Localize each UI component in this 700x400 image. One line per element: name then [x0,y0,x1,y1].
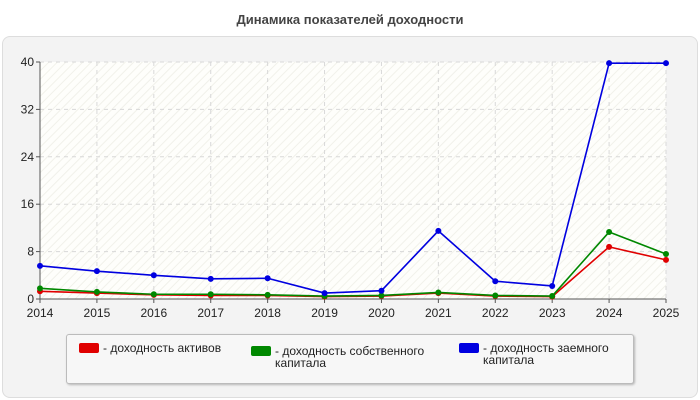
axes [39,62,666,300]
y-tick-label: 8 [27,245,34,259]
data-point [663,60,669,67]
y-tick-label: 0 [27,292,34,306]
x-tick-label: 2018 [254,306,281,320]
data-point [606,229,613,236]
data-point [378,287,385,294]
data-point [606,243,613,250]
x-tick-label: 2020 [368,306,395,320]
data-point [37,262,43,269]
data-point [37,285,43,292]
legend-swatch-assets [79,343,99,353]
legend-label-debt: - доходность заемного капитала [483,341,609,367]
y-axis-ticks: 0 8 16 24 32 40 [21,55,40,306]
data-point [663,250,669,257]
y-tick-label: 16 [21,197,35,211]
data-point [264,291,271,298]
y-tick-label: 24 [21,150,35,164]
legend-item-equity: - доходность собственного капитала [251,345,424,369]
x-tick-label: 2021 [425,306,452,320]
series-line-1 [39,231,667,297]
data-point [492,278,499,285]
legend: - доходность активов - доходность собств… [66,334,634,384]
chart-title: Динамика показателей доходности [236,12,464,27]
x-tick-label: 2014 [27,306,54,320]
data-point [378,292,385,299]
y-tick-label: 40 [21,55,35,69]
legend-item-assets: - доходность активов [79,342,221,354]
legend-item-debt: - доходность заемного капитала [459,342,609,366]
data-point [321,290,328,297]
x-tick-label: 2022 [482,306,509,320]
data-point [207,291,214,298]
data-point [549,293,556,300]
data-point [435,289,442,296]
x-tick-label: 2024 [596,306,623,320]
data-point [93,268,100,275]
legend-swatch-debt [459,343,479,353]
x-tick-label: 2025 [653,306,680,320]
data-point [492,292,499,299]
series-lines [37,60,669,300]
x-axis-ticks: 2014 2015 2016 2017 2018 2019 2020 2021 2022 2023… [27,299,680,320]
data-point [207,275,214,282]
x-tick-label: 2015 [84,306,111,320]
series-line-2 [39,62,666,294]
data-point [150,291,157,298]
y-tick-label: 32 [21,102,35,116]
x-tick-label: 2023 [539,306,566,320]
legend-label-assets: - доходность активов [103,341,222,355]
plot-area [40,62,666,299]
data-point [150,272,157,279]
data-point [549,282,556,289]
legend-swatch-equity [251,346,271,356]
data-point [606,60,613,67]
data-point [264,275,271,282]
x-tick-label: 2019 [311,306,338,320]
data-point [663,256,669,263]
data-point [435,227,442,234]
x-tick-label: 2017 [197,306,224,320]
legend-label-equity: - доходность собственного капитала [275,344,425,370]
data-point [93,288,100,295]
x-tick-label: 2016 [140,306,167,320]
